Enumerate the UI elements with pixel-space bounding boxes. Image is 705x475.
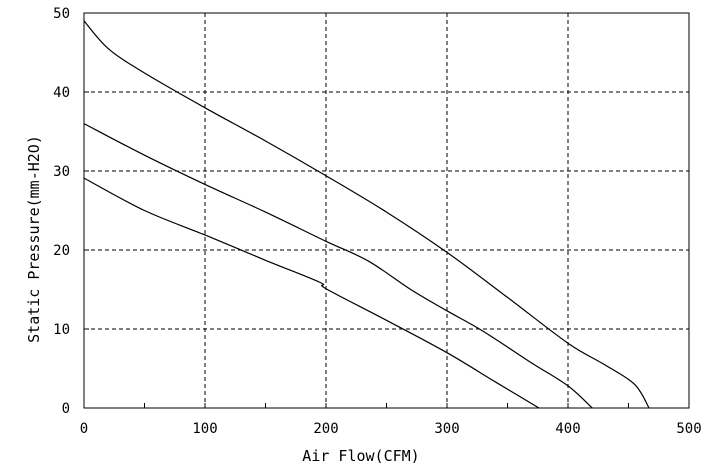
series-line-3 [83, 177, 540, 409]
x-tick-label: 0 [80, 421, 88, 437]
series-line-1 [83, 20, 650, 409]
plot-frame [83, 12, 690, 409]
x-tick-label: 400 [555, 421, 580, 437]
y-tick-labels: 0 10 20 30 40 50 [53, 6, 70, 417]
y-tick-label: 40 [53, 85, 70, 101]
grid [83, 12, 690, 409]
y-tick-label: 20 [53, 243, 70, 259]
x-tick-label: 300 [434, 421, 459, 437]
x-tick-labels: 0 100 200 300 400 500 [80, 421, 702, 437]
x-tick-label: 500 [676, 421, 701, 437]
y-tick-label: 30 [53, 164, 70, 180]
y-axis-title: Static Pressure(mm-H2O) [25, 135, 43, 343]
x-tick-label: 200 [313, 421, 338, 437]
y-tick-label: 50 [53, 6, 70, 22]
x-tick-label: 100 [192, 421, 217, 437]
x-axis-title: Air Flow(CFM) [302, 447, 419, 465]
y-tick-label: 10 [53, 322, 70, 338]
y-tick-label: 0 [62, 401, 70, 417]
series-group [83, 20, 650, 409]
series-line-2 [83, 123, 593, 409]
